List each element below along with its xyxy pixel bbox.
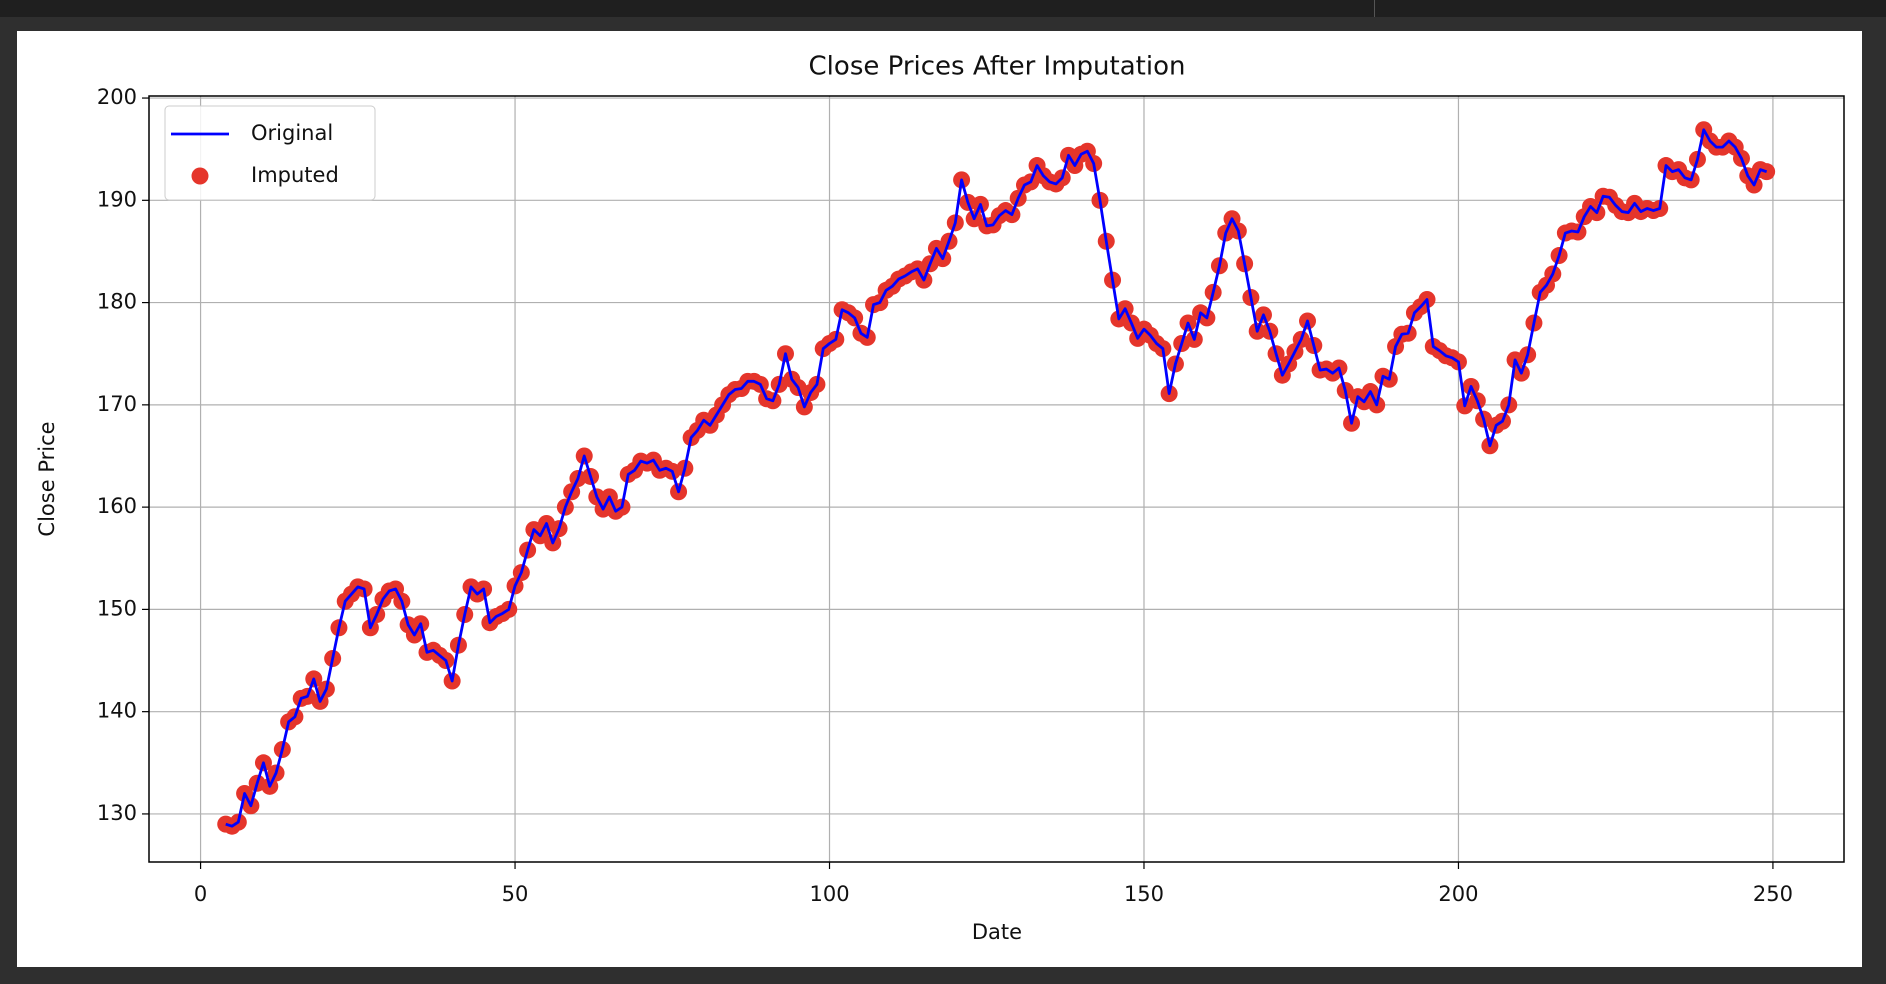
x-tick-label: 150 [1124,882,1164,906]
y-axis-label: Close Price [35,421,59,536]
x-tick-label: 200 [1438,882,1478,906]
divider [1374,0,1375,17]
x-tick-label: 50 [502,882,529,906]
x-tick-label: 250 [1753,882,1793,906]
x-axis-label: Date [972,920,1022,944]
y-tick-label: 150 [97,596,137,620]
top-bar [0,0,1886,17]
legend-swatch [191,167,209,185]
y-tick-label: 180 [97,290,137,314]
y-tick-label: 160 [97,494,137,518]
legend: Original Imputed [164,105,376,201]
legend-label: Imputed [251,163,339,187]
plot-frame [148,95,1845,863]
y-tick-label: 140 [97,699,137,723]
x-tick-label: 100 [809,882,849,906]
y-tick-label: 170 [97,392,137,416]
legend-label: Original [251,121,333,145]
y-tick-label: 200 [97,85,137,109]
data-line [225,128,1768,828]
y-tick-label: 130 [97,801,137,825]
chart-title: Close Prices After Imputation [809,52,1186,82]
legend-box [164,105,376,201]
chart: Close Prices After Imputation Date Close… [17,31,1862,967]
y-tick-label: 190 [97,187,137,211]
x-tick-label: 0 [194,882,207,906]
